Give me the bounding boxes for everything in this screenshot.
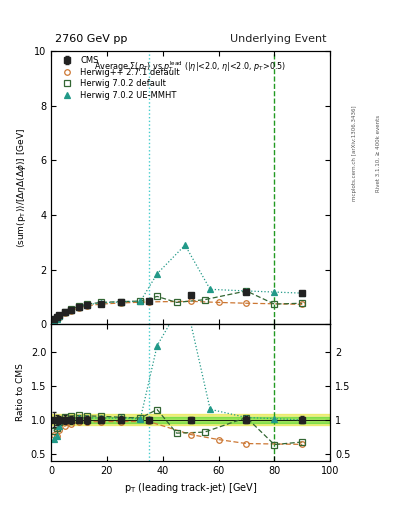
Herwig 7.0.2 UE-MMHT <box>208 286 213 292</box>
Bar <box>51 414 330 425</box>
Herwig 7.0.2 default <box>63 309 68 315</box>
Herwig 7.0.2 default <box>77 303 81 309</box>
Herwig++ 2.7.1 default <box>63 310 68 316</box>
Herwig 7.0.2 UE-MMHT <box>183 242 187 248</box>
Text: 2760 GeV pp: 2760 GeV pp <box>55 33 127 44</box>
Herwig 7.0.2 default <box>272 301 277 307</box>
Line: Herwig 7.0.2 UE-MMHT: Herwig 7.0.2 UE-MMHT <box>51 242 305 324</box>
Herwig++ 2.7.1 default <box>54 316 59 322</box>
Herwig 7.0.2 default <box>155 293 160 300</box>
Y-axis label: $\langle$sum(p$_\mathregular{T}$)$\rangle$/$[\Delta\eta\Delta(\Delta\phi)]$ [GeV: $\langle$sum(p$_\mathregular{T}$)$\rangl… <box>15 127 28 248</box>
Herwig++ 2.7.1 default <box>188 298 193 305</box>
Herwig++ 2.7.1 default <box>146 299 151 305</box>
Line: Herwig 7.0.2 default: Herwig 7.0.2 default <box>51 288 305 323</box>
Text: mcplots.cern.ch [arXiv:1306.3436]: mcplots.cern.ch [arXiv:1306.3436] <box>352 106 357 201</box>
Herwig 7.0.2 UE-MMHT <box>63 309 68 315</box>
Text: Rivet 3.1.10, ≥ 400k events: Rivet 3.1.10, ≥ 400k events <box>375 115 380 192</box>
Herwig++ 2.7.1 default <box>119 300 123 306</box>
Herwig 7.0.2 UE-MMHT <box>99 300 104 306</box>
Text: Average $\Sigma(p_\mathregular{T})$ vs $p_\mathregular{T}^\mathregular{lead}$ ($: Average $\Sigma(p_\mathregular{T})$ vs $… <box>94 59 287 74</box>
Herwig++ 2.7.1 default <box>244 300 249 306</box>
Herwig 7.0.2 UE-MMHT <box>77 304 81 310</box>
Herwig 7.0.2 UE-MMHT <box>138 298 143 305</box>
Herwig 7.0.2 default <box>85 301 90 307</box>
Herwig++ 2.7.1 default <box>99 301 104 307</box>
X-axis label: p$_\mathregular{T}$ (leading track-jet) [GeV]: p$_\mathregular{T}$ (leading track-jet) … <box>124 481 257 495</box>
Herwig 7.0.2 default <box>99 300 104 306</box>
Herwig 7.0.2 default <box>119 298 123 305</box>
Herwig 7.0.2 UE-MMHT <box>54 316 59 322</box>
Herwig 7.0.2 default <box>300 300 305 306</box>
Herwig 7.0.2 UE-MMHT <box>244 288 249 294</box>
Herwig 7.0.2 default <box>244 288 249 294</box>
Y-axis label: Ratio to CMS: Ratio to CMS <box>16 364 25 421</box>
Text: Underlying Event: Underlying Event <box>230 33 326 44</box>
Herwig++ 2.7.1 default <box>51 317 56 324</box>
Herwig++ 2.7.1 default <box>300 301 305 307</box>
Herwig 7.0.2 default <box>54 315 59 321</box>
Herwig 7.0.2 UE-MMHT <box>300 290 305 296</box>
Herwig 7.0.2 default <box>138 298 143 304</box>
Herwig 7.0.2 UE-MMHT <box>119 299 123 305</box>
Herwig 7.0.2 default <box>68 306 73 312</box>
Herwig 7.0.2 UE-MMHT <box>51 317 56 324</box>
Herwig++ 2.7.1 default <box>68 308 73 314</box>
Herwig 7.0.2 UE-MMHT <box>57 313 62 319</box>
Herwig++ 2.7.1 default <box>85 303 90 309</box>
Herwig 7.0.2 default <box>202 296 207 303</box>
Herwig 7.0.2 default <box>174 300 179 306</box>
Herwig 7.0.2 UE-MMHT <box>68 307 73 313</box>
Legend: CMS, Herwig++ 2.7.1 default, Herwig 7.0.2 default, Herwig 7.0.2 UE-MMHT: CMS, Herwig++ 2.7.1 default, Herwig 7.0.… <box>54 55 182 101</box>
Herwig 7.0.2 default <box>57 312 62 318</box>
Bar <box>51 417 330 422</box>
Herwig++ 2.7.1 default <box>77 305 81 311</box>
Herwig 7.0.2 default <box>51 317 56 323</box>
Herwig++ 2.7.1 default <box>57 313 62 319</box>
Herwig 7.0.2 UE-MMHT <box>155 271 160 277</box>
Line: Herwig++ 2.7.1 default: Herwig++ 2.7.1 default <box>51 298 305 323</box>
Herwig 7.0.2 UE-MMHT <box>272 289 277 295</box>
Herwig 7.0.2 UE-MMHT <box>85 302 90 308</box>
Herwig++ 2.7.1 default <box>216 300 221 306</box>
